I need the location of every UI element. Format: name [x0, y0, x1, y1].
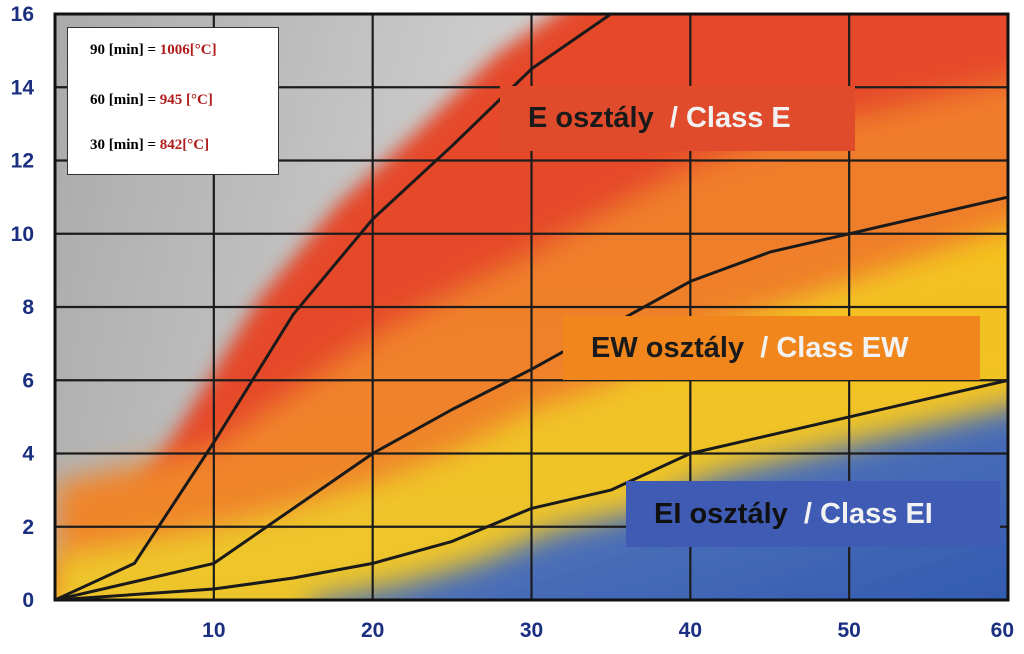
- class-e-hu: E osztály: [528, 102, 654, 134]
- legend-label-60: 60 [min] =: [90, 92, 160, 108]
- y-tick-label: 14: [11, 76, 35, 99]
- x-tick-label: 50: [837, 619, 860, 642]
- class-ew-en: / Class EW: [760, 331, 909, 364]
- y-tick-label: 8: [22, 296, 34, 319]
- y-tick-label: 4: [22, 443, 34, 466]
- x-tick-label: 40: [679, 619, 702, 642]
- class-ei-en: / Class EI: [803, 497, 933, 530]
- legend-label-90: 90 [min] =: [90, 42, 160, 58]
- class-e-label: E osztály / Class E: [500, 86, 855, 151]
- x-tick-label: 20: [361, 619, 384, 642]
- class-e-en: / Class E: [669, 102, 791, 134]
- class-ei-label: EI osztály / Class EI: [626, 481, 1000, 547]
- legend-row-30: 30 [min] = 842[°C]: [90, 137, 209, 154]
- y-tick-label: 16: [11, 3, 34, 26]
- legend-value-30: 842[°C]: [159, 137, 210, 153]
- legend-row-90: 90 [min] = 1006[°C]: [90, 42, 217, 59]
- y-tick-label: 6: [22, 369, 34, 392]
- x-tick-label: 30: [520, 619, 543, 642]
- plot-frame: [53, 12, 1010, 602]
- x-tick-label: 10: [202, 619, 225, 642]
- class-ew-label: EW osztály / Class EW: [563, 316, 980, 380]
- class-ew-hu: EW osztály: [591, 331, 745, 364]
- y-tick-label: 12: [11, 150, 34, 173]
- legend-value-60: 945 [°C]: [159, 92, 213, 108]
- tick-labels: 0 2 4 6 8 10 12 14 16 10 20 30 40 50 60: [11, 3, 1014, 642]
- legend-row-60: 60 [min] = 945 [°C]: [90, 92, 213, 109]
- series-line-1: [55, 14, 612, 600]
- y-tick-label: 0: [22, 589, 34, 612]
- legend-label-30: 30 [min] =: [90, 137, 160, 153]
- temperature-legend: 90 [min] = 1006[°C] 60 [min] = 945 [°C] …: [67, 27, 279, 175]
- series-line-3: [55, 378, 1008, 600]
- class-ei-hu: EI osztály: [654, 497, 788, 530]
- y-tick-label: 10: [11, 223, 34, 246]
- y-tick-label: 2: [22, 516, 34, 539]
- legend-value-90: 1006[°C]: [159, 42, 217, 58]
- x-tick-label: 60: [991, 619, 1014, 642]
